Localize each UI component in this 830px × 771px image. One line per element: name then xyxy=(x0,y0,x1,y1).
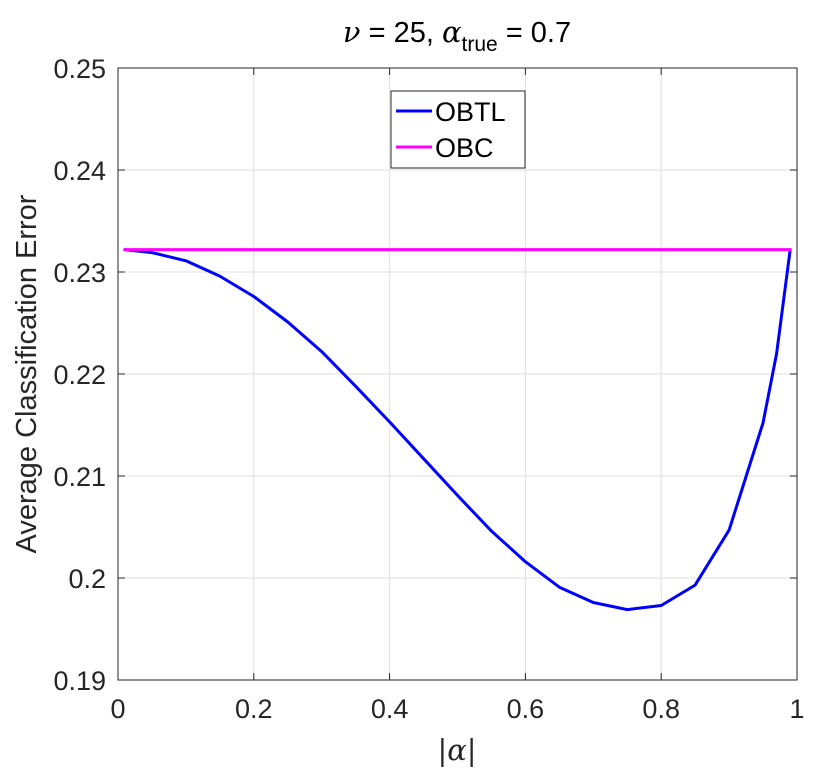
legend-label-obtl: OBTL xyxy=(435,97,506,127)
y-axis-label: Average Classification Error xyxy=(11,194,43,553)
y-tick-label: 0.22 xyxy=(53,360,106,390)
series-group xyxy=(123,248,792,612)
y-tick-label: 0.19 xyxy=(53,666,106,696)
legend-label-obc: OBC xyxy=(435,133,494,163)
title-alpha-subscript: true xyxy=(462,33,498,56)
x-tick-label: 0.2 xyxy=(235,694,273,724)
title-alpha-symbol: α xyxy=(442,15,462,49)
y-tick-label: 0.23 xyxy=(53,258,106,288)
legend: OBTL OBC xyxy=(390,90,526,169)
y-tick-label: 0.24 xyxy=(53,156,106,186)
x-tick-labels: 0 0.2 0.4 0.6 0.8 1 xyxy=(110,694,804,724)
series-line-obtl xyxy=(123,248,792,612)
x-tick-label: 1 xyxy=(789,694,804,724)
y-tick-labels: 0.19 0.2 0.21 0.22 0.23 0.24 0.25 xyxy=(53,54,106,696)
y-tick-label: 0.2 xyxy=(68,564,106,594)
title-alpha-text: = 0.7 xyxy=(498,17,571,49)
tick-marks xyxy=(117,67,798,681)
x-tick-label: 0.6 xyxy=(507,694,545,724)
x-tick-label: 0.4 xyxy=(371,694,409,724)
chart-title: ν = 25, αtrue = 0.7 xyxy=(343,15,571,56)
y-tick-label: 0.21 xyxy=(53,462,106,492)
x-tick-label: 0 xyxy=(110,694,125,724)
x-axis-label: |α| xyxy=(437,733,476,767)
title-nu-symbol: ν xyxy=(343,15,361,49)
x-tick-label: 0.8 xyxy=(642,694,680,724)
y-tick-label: 0.25 xyxy=(53,54,106,84)
legend-box xyxy=(390,90,526,169)
title-nu-text: = 25, xyxy=(361,17,442,49)
